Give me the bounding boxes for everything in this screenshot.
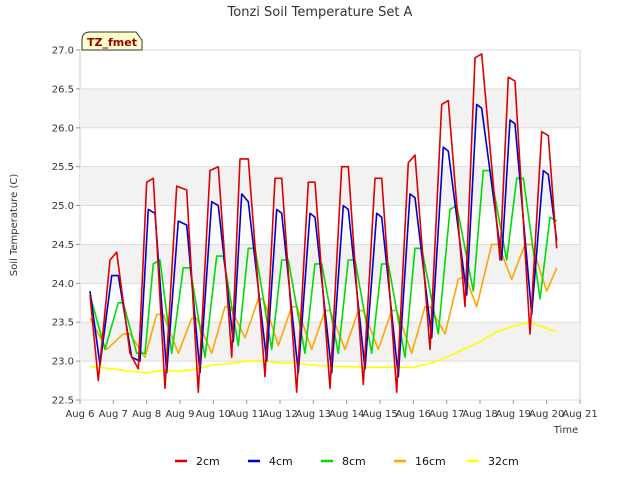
x-tick-label: Aug 10 <box>196 409 231 420</box>
x-tick-label: Aug 16 <box>396 409 431 420</box>
y-tick-label: 23.5 <box>52 318 74 329</box>
grid-band <box>80 244 580 284</box>
x-tick-label: Aug 13 <box>296 409 331 420</box>
chart-title: Tonzi Soil Temperature Set A <box>227 5 413 20</box>
y-axis-ticks: 22.5 23.0 23.5 24.0 24.5 25.0 25.5 26.0 26.5 27.0 <box>52 46 80 407</box>
legend-label-4cm: 4cm <box>269 455 293 468</box>
y-tick-label: 25.5 <box>52 162 74 173</box>
y-tick-label: 26.5 <box>52 84 74 95</box>
x-tick-label: Aug 15 <box>362 409 397 420</box>
series-line-8cm <box>89 169 558 358</box>
legend-label-16cm: 16cm <box>415 455 446 468</box>
y-tick-label: 22.5 <box>52 396 74 407</box>
series-line-16cm <box>89 243 558 358</box>
y-axis-label: Soil Temperature (C) <box>9 174 20 277</box>
x-axis-label: Time <box>553 425 578 436</box>
x-tick-label: Aug 7 <box>99 409 128 420</box>
x-tick-label: Aug 21 <box>562 409 597 420</box>
legend-label-8cm: 8cm <box>342 455 366 468</box>
legend-label-2cm: 2cm <box>196 455 220 468</box>
y-tick-label: 27.0 <box>52 46 74 57</box>
y-tick-label: 26.0 <box>52 123 74 134</box>
legend-label-32cm: 32cm <box>488 455 519 468</box>
tz-badge: TZ_fmet <box>81 31 143 51</box>
x-tick-label: Aug 11 <box>229 409 264 420</box>
x-tick-label: Aug 19 <box>496 409 531 420</box>
x-tick-label: Aug 12 <box>262 409 297 420</box>
plot-background <box>79 49 581 401</box>
y-tick-label: 23.0 <box>52 357 74 368</box>
series-line-2cm <box>89 53 558 393</box>
y-tick-label: 24.0 <box>52 279 74 290</box>
series-line-32cm <box>89 321 557 374</box>
legend: 2cm 4cm 8cm 16cm 32cm <box>175 455 519 468</box>
y-tick-label: 25.0 <box>52 201 74 212</box>
badge-shape <box>81 31 143 51</box>
x-tick-label: Aug 18 <box>462 409 497 420</box>
x-tick-label: Aug 6 <box>65 409 94 420</box>
x-tick-label: Aug 8 <box>132 409 161 420</box>
y-tick-label: 24.5 <box>52 240 74 251</box>
grid-band <box>80 166 580 206</box>
series-layer <box>89 53 558 393</box>
x-tick-label: Aug 20 <box>529 409 564 420</box>
x-tick-label: Aug 9 <box>165 409 194 420</box>
x-tick-label: Aug 17 <box>429 409 464 420</box>
x-tick-label: Aug 14 <box>329 409 364 420</box>
grid-band <box>80 88 580 128</box>
badge-label: TZ_fmet <box>87 36 137 49</box>
